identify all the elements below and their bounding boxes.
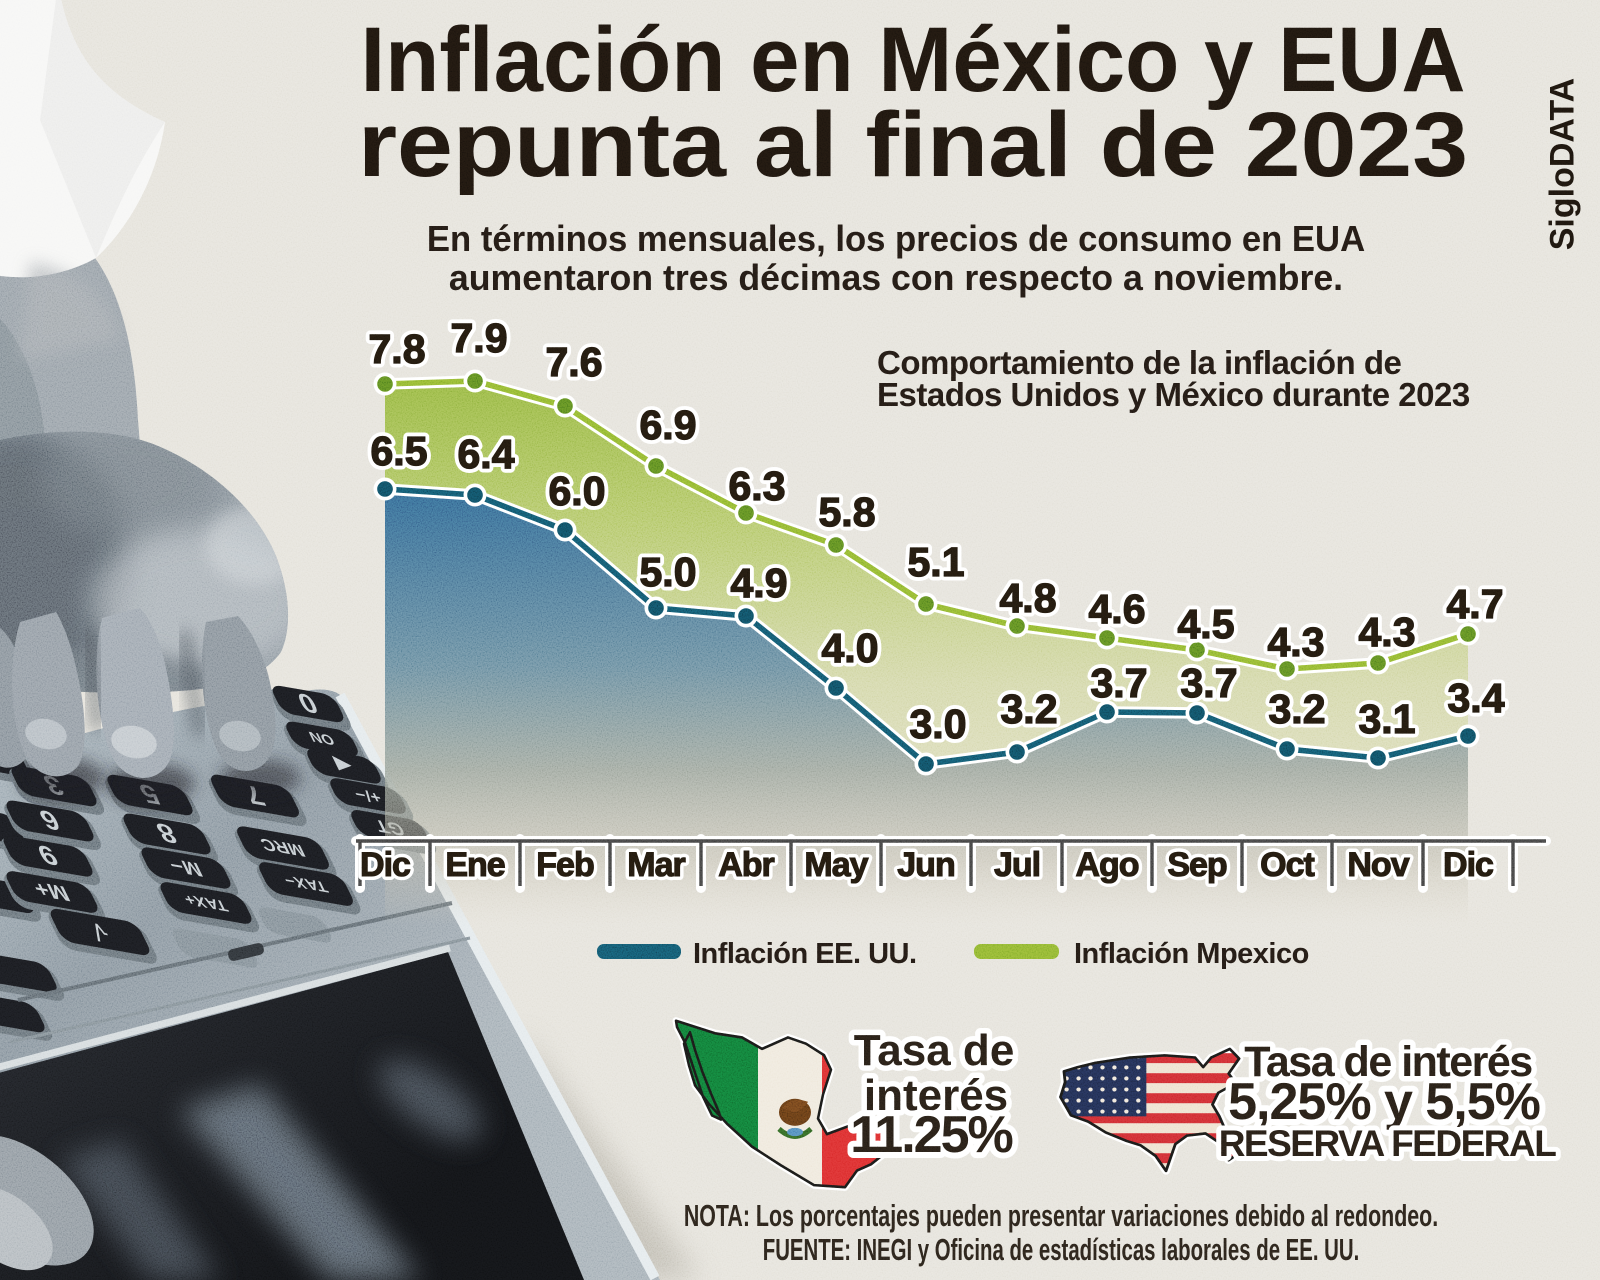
svg-text:RESERVA FEDERAL: RESERVA FEDERAL — [1219, 1123, 1556, 1164]
svg-text:11.25%: 11.25% — [850, 1106, 1012, 1164]
svg-text:Tasa de: Tasa de — [854, 1026, 1015, 1075]
